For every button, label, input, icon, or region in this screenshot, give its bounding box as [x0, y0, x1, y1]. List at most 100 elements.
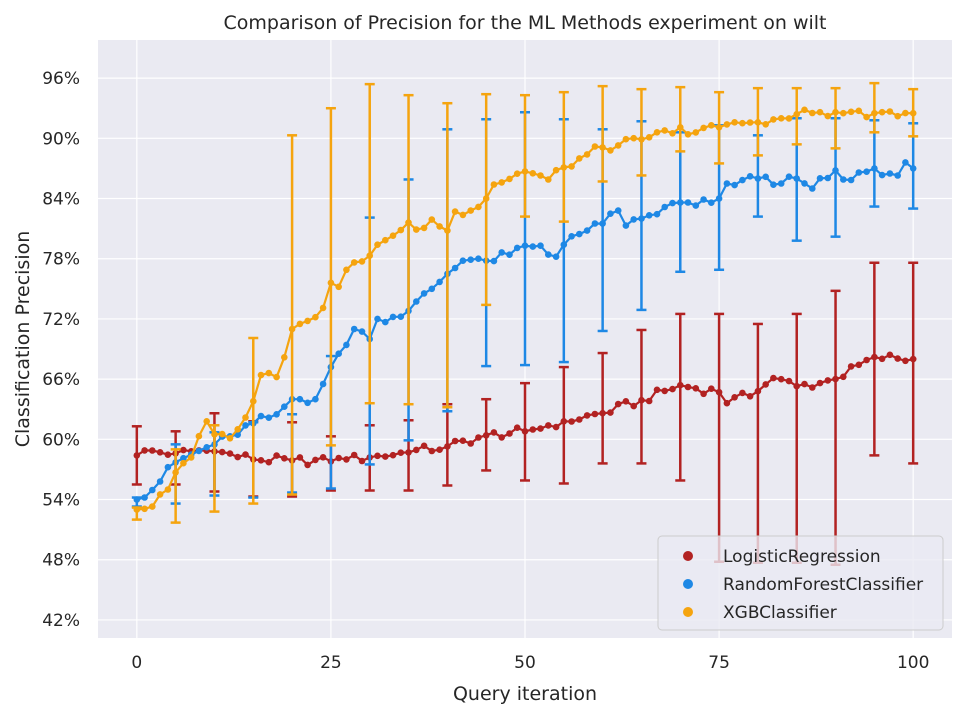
data-point [669, 199, 676, 207]
data-point [599, 409, 606, 417]
data-point [521, 428, 529, 435]
data-point [762, 173, 769, 181]
data-point [149, 447, 156, 454]
data-point [886, 351, 894, 359]
data-point [902, 357, 909, 365]
data-point [195, 447, 203, 455]
data-point [785, 115, 793, 122]
data-point [397, 449, 405, 457]
data-point [809, 185, 816, 192]
data-point [428, 285, 436, 293]
x-tick-label: 100 [897, 653, 929, 673]
data-point [770, 181, 777, 188]
x-tick-label: 50 [514, 653, 536, 673]
data-point [886, 108, 894, 115]
data-point [669, 130, 676, 137]
data-point [746, 393, 754, 400]
data-point [475, 434, 482, 441]
data-point [506, 175, 513, 183]
data-point [863, 356, 870, 364]
data-point [257, 371, 265, 379]
y-tick-label: 96% [42, 69, 80, 89]
data-point [560, 418, 568, 425]
data-point [350, 451, 358, 459]
data-point [715, 195, 723, 202]
data-point [622, 398, 630, 405]
data-point [708, 199, 715, 206]
data-point [420, 224, 428, 232]
data-point [777, 115, 785, 122]
data-point [677, 199, 684, 206]
data-point [762, 121, 769, 128]
data-point [746, 119, 754, 126]
data-point [832, 375, 839, 383]
legend-marker [683, 579, 693, 589]
data-point [149, 486, 156, 494]
data-point [568, 163, 575, 170]
data-point [374, 452, 381, 460]
data-point [785, 173, 793, 180]
data-point [149, 503, 156, 510]
data-point [382, 236, 389, 244]
ticks: 0 25 50 75 100 42% 48% 54% 60% 66% 72% 78% 84% 90% 96% [42, 69, 929, 673]
data-point [645, 397, 653, 405]
data-point [343, 456, 350, 463]
data-point [482, 432, 490, 439]
data-point [358, 457, 366, 465]
data-point [133, 452, 141, 459]
data-point [583, 227, 591, 234]
data-point [560, 164, 568, 171]
data-point [847, 108, 855, 116]
data-point [840, 109, 847, 117]
data-point [754, 175, 762, 182]
data-point [506, 430, 513, 437]
data-point [723, 399, 731, 407]
y-tick-label: 42% [42, 611, 80, 631]
data-point [459, 211, 467, 219]
data-point [475, 255, 482, 262]
data-point [187, 454, 195, 461]
data-point [700, 390, 707, 398]
data-point [909, 165, 917, 172]
y-tick-label: 72% [42, 310, 80, 330]
data-point [498, 249, 506, 256]
data-point [793, 110, 800, 118]
data-point [218, 448, 226, 456]
data-point [886, 170, 894, 177]
data-point [847, 363, 855, 370]
data-point [871, 353, 878, 361]
data-point [335, 283, 343, 291]
data-point [420, 442, 428, 450]
data-point [436, 223, 443, 230]
y-tick-label: 90% [42, 129, 80, 149]
data-point [700, 196, 707, 203]
data-point [513, 244, 521, 252]
data-point [529, 170, 537, 177]
data-point [754, 387, 762, 395]
data-point [358, 258, 366, 265]
data-point [296, 395, 304, 403]
data-point [164, 486, 172, 493]
data-point [273, 452, 280, 459]
data-point [141, 447, 148, 454]
data-point [304, 399, 311, 407]
data-point [653, 129, 661, 136]
data-point [708, 122, 715, 129]
data-point [614, 207, 622, 214]
data-point [692, 129, 700, 136]
data-point [343, 266, 350, 274]
data-point [677, 381, 684, 389]
data-point [677, 124, 684, 131]
data-point [537, 425, 544, 432]
data-point [591, 220, 599, 227]
data-point [389, 451, 397, 459]
data-point [607, 409, 614, 416]
data-point [350, 325, 358, 333]
data-point [902, 159, 909, 166]
data-point [545, 176, 552, 183]
data-point [661, 387, 668, 395]
data-point [552, 166, 560, 174]
data-point [413, 226, 420, 233]
data-point [894, 355, 901, 362]
